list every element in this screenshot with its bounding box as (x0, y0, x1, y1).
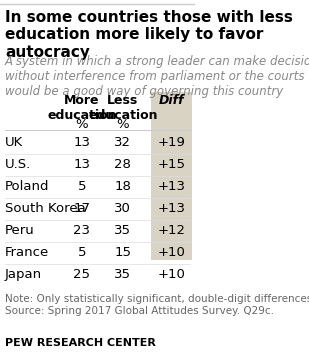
Text: 18: 18 (114, 180, 131, 193)
Text: 23: 23 (74, 224, 91, 237)
Text: More
education: More education (47, 94, 117, 122)
Text: +13: +13 (158, 202, 185, 215)
Text: +15: +15 (158, 158, 185, 171)
Text: Less
education: Less education (88, 94, 158, 122)
Text: In some countries those with less
education more likely to favor autocracy: In some countries those with less educat… (5, 10, 293, 60)
Text: +10: +10 (158, 246, 185, 259)
Text: Diff: Diff (159, 94, 184, 107)
Text: +12: +12 (158, 224, 185, 237)
Text: A system in which a strong leader can make decisions
without interference from p: A system in which a strong leader can ma… (5, 55, 309, 98)
Text: 25: 25 (74, 268, 91, 281)
Text: %: % (116, 118, 129, 131)
Text: Japan: Japan (5, 268, 42, 281)
Text: +13: +13 (158, 180, 185, 193)
Text: PEW RESEARCH CENTER: PEW RESEARCH CENTER (5, 338, 156, 348)
Text: 5: 5 (78, 180, 86, 193)
Text: Note: Only statistically significant, double-digit differences shown.
Source: Sp: Note: Only statistically significant, do… (5, 294, 309, 316)
Text: +10: +10 (158, 268, 185, 281)
Text: France: France (5, 246, 49, 259)
Text: Peru: Peru (5, 224, 35, 237)
Text: 13: 13 (74, 136, 91, 149)
Text: 30: 30 (114, 202, 131, 215)
Text: 15: 15 (114, 246, 131, 259)
Text: 32: 32 (114, 136, 131, 149)
Text: 5: 5 (78, 246, 86, 259)
FancyBboxPatch shape (151, 92, 192, 260)
Text: +19: +19 (158, 136, 185, 149)
Text: 35: 35 (114, 268, 131, 281)
Text: U.S.: U.S. (5, 158, 31, 171)
Text: 13: 13 (74, 158, 91, 171)
Text: 35: 35 (114, 224, 131, 237)
Text: UK: UK (5, 136, 23, 149)
Text: South Korea: South Korea (5, 202, 86, 215)
Text: %: % (76, 118, 88, 131)
Text: 17: 17 (74, 202, 91, 215)
Text: Poland: Poland (5, 180, 49, 193)
Text: 28: 28 (114, 158, 131, 171)
